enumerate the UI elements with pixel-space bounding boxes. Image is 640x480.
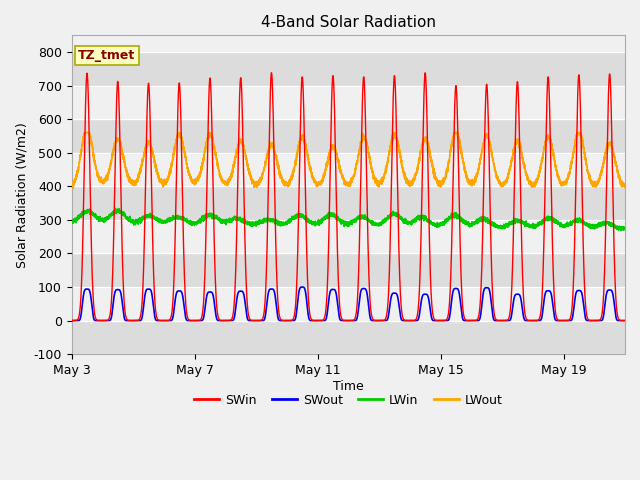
- Bar: [72, 287, 625, 321]
- Bar: [72, 119, 625, 153]
- Bar: [72, 52, 625, 85]
- Bar: [72, 253, 625, 287]
- Bar: [72, 85, 625, 119]
- Title: 4-Band Solar Radiation: 4-Band Solar Radiation: [261, 15, 436, 30]
- X-axis label: Time: Time: [333, 380, 364, 393]
- Bar: [72, 153, 625, 186]
- Bar: [72, 321, 625, 354]
- Bar: [72, 220, 625, 253]
- Bar: [72, 186, 625, 220]
- Text: TZ_tmet: TZ_tmet: [78, 49, 136, 62]
- Legend: SWin, SWout, LWin, LWout: SWin, SWout, LWin, LWout: [189, 389, 508, 412]
- Y-axis label: Solar Radiation (W/m2): Solar Radiation (W/m2): [15, 122, 28, 268]
